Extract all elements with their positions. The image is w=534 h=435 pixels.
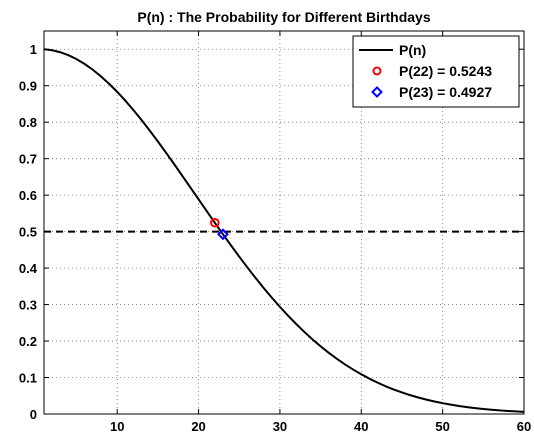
x-tick-label: 10 — [110, 419, 124, 434]
ticks: 10 20 30 40 50 60 0 0.1 0.2 0.3 0.4 0.5 0.6 0.7 0.8 0.9… — [19, 31, 531, 434]
legend: P(n) P(22) = 0.5243 P(23) = 0.4927 — [352, 35, 520, 108]
legend-label: P(n) — [399, 42, 426, 58]
x-tick-label: 40 — [354, 419, 368, 434]
y-tick-label: 0.3 — [19, 298, 37, 313]
y-tick-label: 0.1 — [19, 371, 37, 386]
legend-marker-circle — [372, 66, 382, 76]
x-tick-label: 20 — [191, 419, 205, 434]
legend-label: P(23) = 0.4927 — [399, 84, 492, 100]
y-tick-label: 0.5 — [19, 225, 37, 240]
x-tick-label: 50 — [435, 419, 449, 434]
series — [43, 48, 525, 413]
data-point-diamond — [217, 228, 229, 241]
y-tick-label: 0.4 — [19, 261, 38, 276]
data-point-circle — [210, 217, 220, 228]
chart-title: P(n) : The Probability for Different Bir… — [137, 9, 430, 25]
y-tick-label: 0.6 — [19, 188, 37, 203]
y-tick-label: 0.9 — [19, 79, 37, 94]
series-line — [43, 48, 525, 413]
y-tick-label: 1 — [30, 42, 37, 57]
x-tick-label: 30 — [273, 419, 287, 434]
legend-marker-diamond — [371, 86, 383, 98]
y-tick-label: 0.2 — [19, 334, 37, 349]
plot-frame — [43, 30, 525, 415]
y-tick-label: 0.8 — [19, 115, 37, 130]
y-tick-label: 0 — [30, 407, 37, 422]
x-tick-label: 60 — [517, 419, 531, 434]
legend-label: P(22) = 0.5243 — [399, 63, 492, 79]
y-tick-label: 0.7 — [19, 152, 37, 167]
